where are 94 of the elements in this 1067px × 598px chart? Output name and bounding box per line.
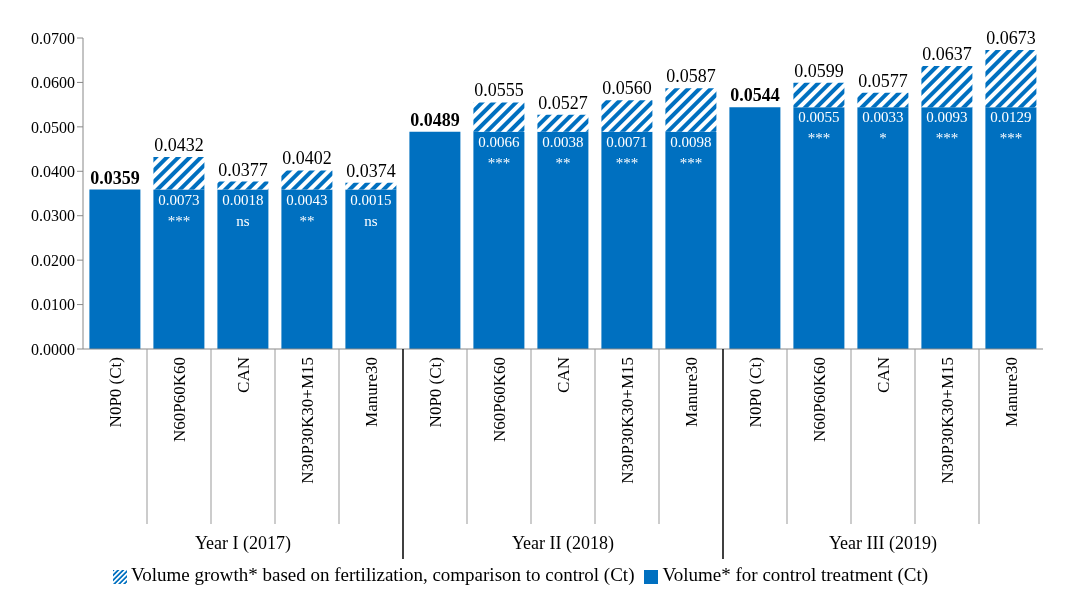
x-tick-label: N60P60K60	[170, 357, 189, 443]
annotation: *	[879, 130, 887, 147]
bar	[857, 92, 909, 108]
bar	[537, 131, 589, 349]
x-tick-label: N30P30K30+M15	[298, 357, 317, 484]
bar	[921, 107, 973, 349]
bar	[793, 82, 845, 108]
x-tick-label: N0P0 (Ct)	[426, 357, 445, 428]
bar	[345, 182, 397, 190]
y-tick-label: 0.0000	[31, 340, 75, 358]
annotation: ***	[487, 154, 511, 171]
y-tick-label: 0.0400	[31, 162, 75, 180]
bar	[89, 189, 141, 349]
y-tick-label: 0.0100	[31, 296, 75, 314]
annotation: ***	[935, 130, 959, 147]
bar	[729, 107, 781, 349]
bar	[345, 189, 397, 349]
bar	[601, 100, 653, 132]
data-label: 0.0098	[670, 133, 712, 150]
bar	[857, 107, 909, 349]
data-label: 0.0073	[158, 191, 200, 208]
total-label: 0.0673	[986, 28, 1036, 48]
data-label: 0.0066	[478, 133, 521, 150]
total-label: 0.0555	[474, 80, 524, 101]
text: Year III (2019)	[828, 533, 938, 554]
data-label: 0.0129	[990, 109, 1032, 126]
annotation: **	[299, 212, 315, 229]
total-label: 0.0599	[794, 60, 844, 81]
bar	[793, 107, 845, 349]
data-label: 0.0071	[606, 133, 648, 150]
bar	[665, 131, 717, 349]
bar	[217, 189, 269, 349]
total-label: 0.0359	[90, 167, 140, 188]
x-tick-label: N60P60K60	[490, 357, 509, 443]
total-label: 0.0527	[538, 92, 588, 113]
total-label: 0.0587	[666, 66, 716, 87]
x-tick-label: N30P30K30+M15	[938, 357, 957, 484]
text: Year II (2018)	[511, 533, 615, 554]
y-tick-label: 0.0200	[31, 251, 75, 269]
bar	[217, 181, 269, 190]
bar	[601, 131, 653, 349]
total-label: 0.0489	[410, 109, 460, 130]
bar	[921, 65, 973, 108]
annotation: **	[555, 154, 571, 171]
bar	[985, 50, 1037, 108]
annotation: ns	[364, 212, 378, 229]
total-label: 0.0560	[602, 78, 652, 99]
x-tick-label: N30P30K30+M15	[618, 357, 637, 484]
x-tick-label: N60P60K60	[810, 357, 829, 443]
data-label: 0.0055	[798, 109, 840, 126]
annotation: ***	[615, 154, 639, 171]
data-label: 0.0093	[926, 109, 968, 126]
y-tick-label: 0.0300	[31, 207, 75, 225]
bar	[281, 189, 333, 349]
y-tick-label: 0.0600	[31, 74, 75, 92]
annotation: ***	[167, 212, 191, 229]
bar	[537, 114, 589, 132]
total-label: 0.0577	[858, 70, 908, 91]
bar	[153, 157, 205, 190]
bar	[409, 131, 461, 349]
annotation: ***	[999, 130, 1023, 147]
data-label: 0.0043	[286, 191, 328, 208]
x-tick-label: N0P0 (Ct)	[746, 357, 765, 428]
total-label: 0.0377	[218, 159, 268, 180]
y-tick-label: 0.0700	[31, 29, 75, 47]
total-label: 0.0374	[346, 160, 396, 181]
bar	[473, 102, 525, 132]
text: Year I (2017)	[194, 533, 292, 554]
total-label: 0.0432	[154, 135, 204, 156]
legend-label: Volume* for control treatment (Ct)	[662, 564, 929, 585]
bar	[281, 170, 333, 190]
bar	[473, 131, 525, 349]
annotation: ***	[807, 130, 831, 147]
total-label: 0.0544	[730, 85, 780, 106]
x-tick-label: CAN	[874, 357, 893, 393]
data-label: 0.0038	[542, 133, 584, 150]
bar	[665, 88, 717, 132]
data-label: 0.0015	[350, 191, 392, 208]
bar	[985, 107, 1037, 349]
x-tick-label: Manure30	[682, 357, 701, 427]
x-tick-label: Manure30	[1002, 357, 1021, 427]
x-tick-label: Manure30	[362, 357, 381, 427]
total-label: 0.0637	[922, 43, 972, 64]
annotation: ns	[236, 212, 250, 229]
y-tick-label: 0.0500	[31, 118, 75, 136]
x-tick-label: N0P0 (Ct)	[106, 357, 125, 428]
data-label: 0.0018	[222, 191, 264, 208]
annotation: ***	[679, 154, 703, 171]
x-tick-label: CAN	[234, 357, 253, 393]
data-label: 0.0033	[862, 109, 904, 126]
total-label: 0.0402	[282, 148, 332, 169]
bar	[153, 189, 205, 349]
x-tick-label: CAN	[554, 357, 573, 393]
legend-label: Volume growth* based on fertilization, comparison to control (Ct)	[130, 564, 635, 585]
